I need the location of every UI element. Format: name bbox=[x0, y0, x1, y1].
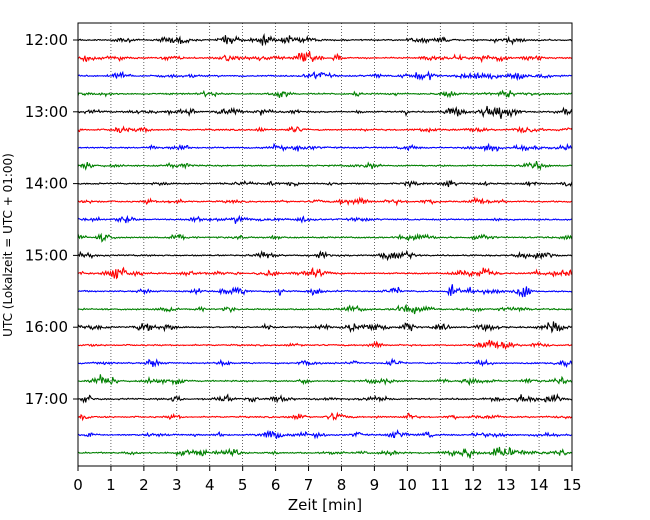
x-tick-label: 15 bbox=[562, 476, 581, 494]
x-tick-label: 1 bbox=[106, 476, 116, 494]
x-tick-label: 5 bbox=[238, 476, 248, 494]
trace-1400 bbox=[77, 179, 573, 189]
x-tick-label: 13 bbox=[497, 476, 516, 494]
y-tick-label: 12:00 bbox=[25, 31, 68, 49]
trace-1245 bbox=[77, 89, 573, 99]
trace-1330 bbox=[77, 142, 573, 153]
trace-1730 bbox=[77, 428, 573, 440]
x-tick-label: 9 bbox=[370, 476, 380, 494]
x-axis-label: Zeit [min] bbox=[288, 496, 362, 514]
y-tick-label: 15:00 bbox=[25, 246, 68, 264]
x-tick-label: 2 bbox=[139, 476, 149, 494]
trace-1630 bbox=[77, 357, 573, 369]
x-tick-label: 7 bbox=[304, 476, 314, 494]
trace-1700 bbox=[77, 392, 573, 404]
trace-1500 bbox=[77, 249, 573, 262]
trace-1415 bbox=[77, 196, 573, 207]
trace-1515 bbox=[77, 266, 573, 280]
trace-1600 bbox=[77, 321, 573, 334]
x-tick-label: 6 bbox=[271, 476, 281, 494]
trace-1715 bbox=[77, 411, 573, 422]
x-tick-label: 0 bbox=[73, 476, 83, 494]
trace-1445 bbox=[77, 232, 573, 243]
trace-group bbox=[77, 33, 573, 459]
x-tick-label: 10 bbox=[398, 476, 417, 494]
grid-lines bbox=[110, 23, 540, 466]
x-tick-label: 8 bbox=[337, 476, 347, 494]
x-tick-label: 14 bbox=[530, 476, 549, 494]
y-tick-label: 13:00 bbox=[25, 103, 68, 121]
y-axis-label: UTC (Lokalzeit = UTC + 01:00) bbox=[1, 153, 15, 337]
trace-1430 bbox=[77, 214, 573, 224]
y-tick-label: 14:00 bbox=[25, 175, 68, 193]
y-tick-label: 17:00 bbox=[25, 390, 68, 408]
y-axis: 12:00 13:00 14:00 15:00 16:00 17:00 bbox=[25, 31, 78, 408]
trace-1300 bbox=[77, 105, 573, 119]
trace-1545 bbox=[77, 303, 573, 315]
x-tick-label: 3 bbox=[172, 476, 182, 494]
x-tick-label: 11 bbox=[431, 476, 450, 494]
y-tick-label: 16:00 bbox=[25, 318, 68, 336]
plot-frame bbox=[77, 22, 573, 467]
trace-1345 bbox=[77, 160, 573, 172]
x-tick-label: 12 bbox=[464, 476, 483, 494]
trace-1200 bbox=[77, 33, 573, 46]
trace-1645 bbox=[77, 374, 573, 387]
trace-1615 bbox=[77, 339, 573, 351]
trace-1530 bbox=[77, 284, 573, 298]
x-axis: 0 1 2 3 4 5 6 7 8 9 10 11 12 13 14 15 bbox=[73, 466, 582, 494]
x-tick-label: 4 bbox=[205, 476, 215, 494]
trace-1745 bbox=[77, 446, 573, 459]
trace-1315 bbox=[77, 125, 573, 134]
trace-1215 bbox=[77, 51, 573, 64]
trace-1230 bbox=[77, 70, 573, 82]
